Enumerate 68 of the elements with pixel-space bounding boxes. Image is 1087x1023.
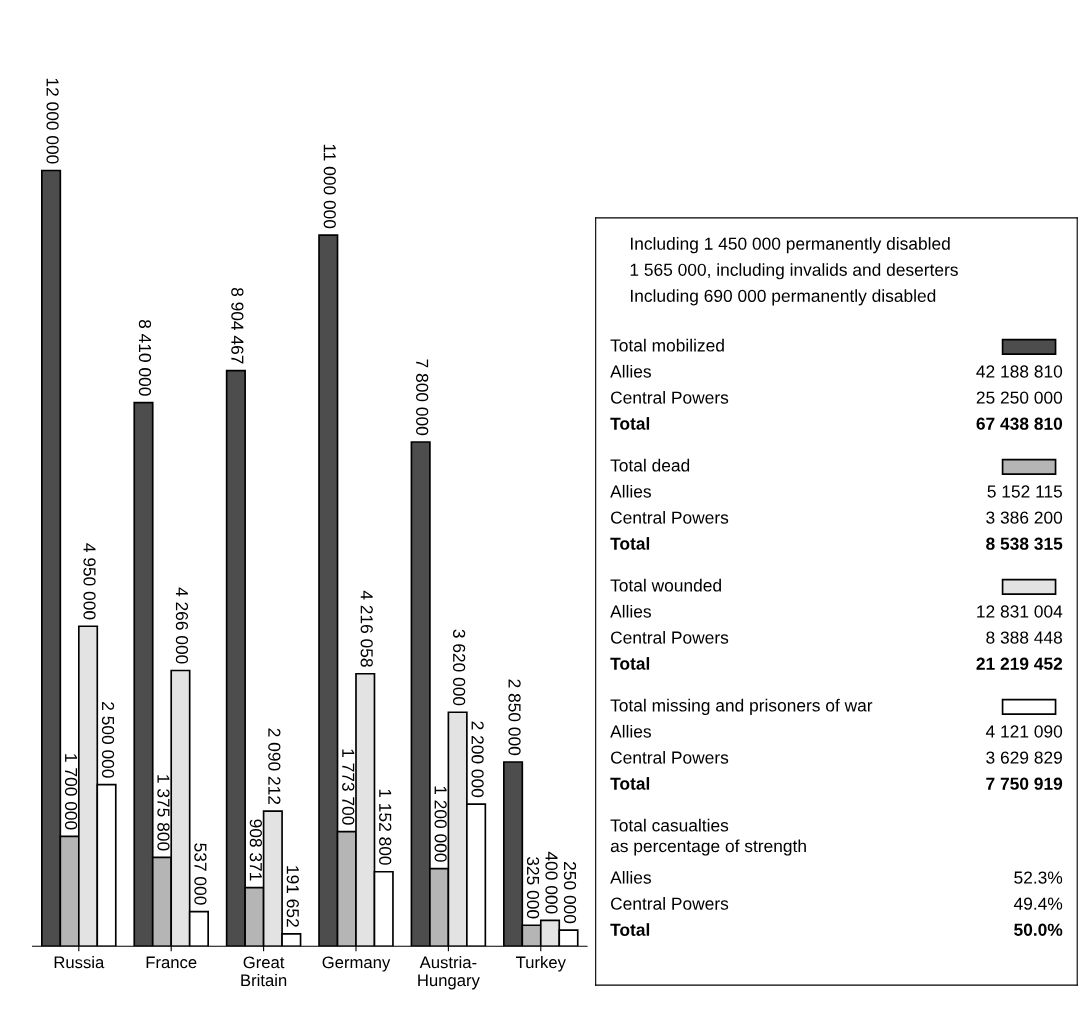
data-label: 12 831 004 bbox=[977, 605, 1063, 618]
text: Total mobilized bbox=[610, 338, 724, 352]
data-label: 5 152 115 bbox=[987, 485, 1063, 498]
data-label: 52.3% bbox=[1014, 871, 1063, 884]
text: Total casualties as percentage of strength bbox=[610, 818, 806, 856]
data-label: 8 904 467 bbox=[231, 287, 244, 364]
category-label: Total bbox=[610, 537, 650, 550]
data-label: 1 200 000 bbox=[434, 786, 447, 862]
data-label: 191 652 bbox=[286, 866, 299, 927]
data-label: 25 250 000 bbox=[976, 391, 1063, 404]
data-label: 8 388 448 bbox=[986, 631, 1063, 644]
category-label: Allies bbox=[610, 870, 651, 884]
text: Total dead bbox=[610, 458, 690, 472]
data-label: 1 375 800 bbox=[157, 775, 170, 851]
data-label: 2 200 000 bbox=[471, 721, 484, 798]
x-tick-label: Germany bbox=[322, 956, 391, 972]
category-label: Allies bbox=[610, 604, 651, 618]
data-label: 67 438 810 bbox=[976, 417, 1063, 430]
data-label: 50.0% bbox=[1014, 923, 1063, 936]
text: 1 565 000, including invalids and deserters bbox=[630, 263, 958, 280]
data-label: 3 629 829 bbox=[986, 751, 1062, 764]
data-label: 908 371 bbox=[249, 819, 262, 881]
category-label: Total bbox=[610, 657, 650, 670]
category-label: Total bbox=[610, 923, 650, 936]
data-label: 8 410 000 bbox=[138, 319, 152, 396]
data-label: 3 620 000 bbox=[452, 629, 466, 706]
category-label: Central Powers bbox=[611, 750, 729, 764]
data-label: 49.4% bbox=[1013, 897, 1063, 910]
data-label: 2 500 000 bbox=[101, 702, 115, 778]
data-label: 4 121 090 bbox=[985, 725, 1063, 738]
data-label: 1 152 800 bbox=[379, 789, 392, 865]
data-label: 21 219 452 bbox=[976, 657, 1063, 670]
data-label: 400 000 bbox=[545, 851, 558, 914]
data-label: 8 538 315 bbox=[986, 537, 1063, 550]
x-tick-label: Austria- Hungary bbox=[418, 956, 480, 990]
data-label: 2 850 000 bbox=[508, 679, 521, 756]
data-label: 1 773 700 bbox=[342, 749, 355, 825]
category-label: Allies bbox=[610, 724, 651, 738]
category-label: Central Powers bbox=[611, 897, 729, 910]
data-label: 325 000 bbox=[526, 856, 540, 919]
data-label: 4 266 000 bbox=[175, 587, 189, 664]
category-label: Total bbox=[610, 417, 650, 430]
data-label: 7 800 000 bbox=[416, 359, 429, 436]
category-label: Allies bbox=[610, 484, 651, 498]
data-label: 3 386 200 bbox=[986, 511, 1063, 524]
text: Including 690 000 permanently disabled bbox=[630, 289, 936, 306]
data-label: 42 188 810 bbox=[976, 365, 1063, 378]
x-tick-label: Russia bbox=[54, 956, 105, 969]
text: Total wounded bbox=[610, 578, 721, 592]
category-label: Total bbox=[610, 777, 650, 790]
category-label: Central Powers bbox=[611, 510, 729, 524]
x-tick-label: France bbox=[146, 956, 197, 969]
category-label: Central Powers bbox=[611, 390, 729, 404]
data-label: 537 000 bbox=[194, 843, 207, 905]
data-label: 2 090 212 bbox=[268, 728, 281, 805]
data-label: 12 000 000 bbox=[46, 78, 59, 164]
data-label: 250 000 bbox=[563, 862, 577, 924]
x-tick-label: Turkey bbox=[516, 956, 566, 972]
data-label: 7 750 919 bbox=[986, 777, 1063, 790]
x-tick-label: Great Britain bbox=[241, 956, 287, 987]
data-label: 11 000 000 bbox=[323, 144, 336, 229]
data-label: 4 216 058 bbox=[360, 590, 373, 667]
category-label: Allies bbox=[610, 364, 651, 378]
text: Including 1 450 000 permanently disabled bbox=[630, 237, 950, 254]
category-label: Central Powers bbox=[611, 630, 729, 644]
data-label: 1 700 000 bbox=[64, 754, 78, 830]
text: Total missing and prisoners of war bbox=[610, 698, 873, 715]
data-label: 4 950 000 bbox=[83, 543, 96, 620]
